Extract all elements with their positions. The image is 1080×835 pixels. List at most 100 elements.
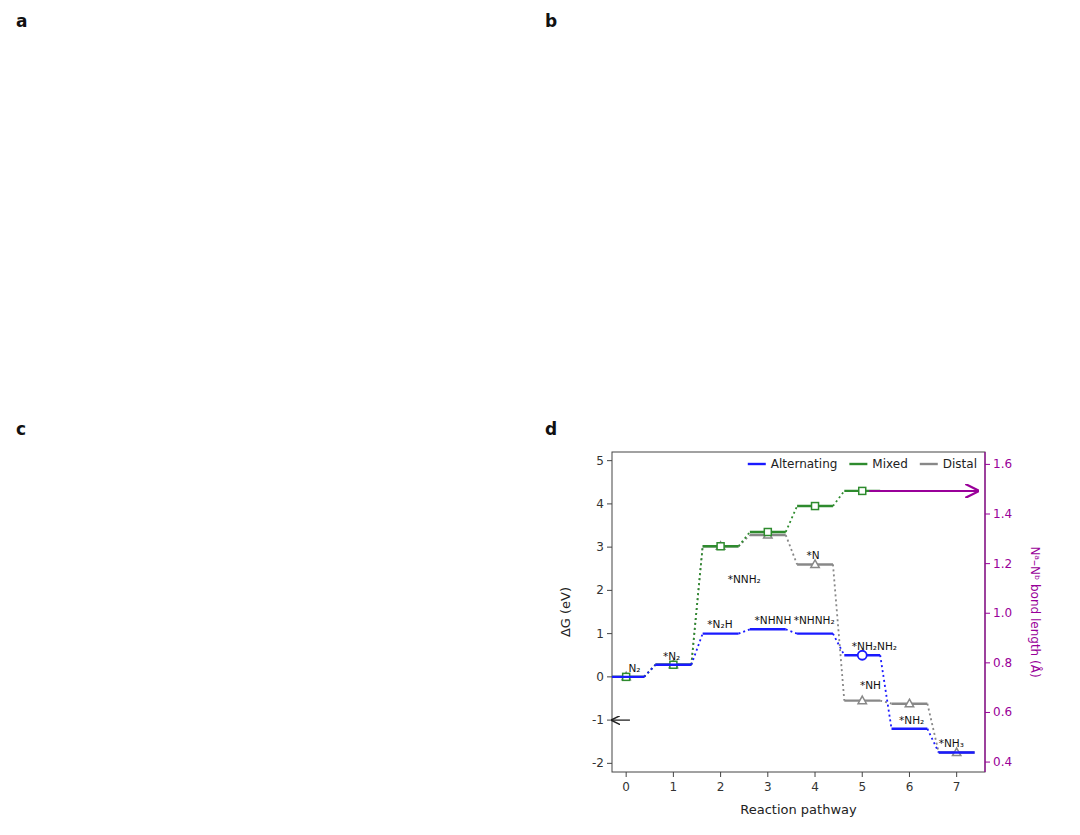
y2-tick (985, 662, 990, 663)
square-marker (812, 503, 819, 510)
species-label: *N (807, 549, 820, 561)
species-label: *NNH₂ (728, 573, 761, 585)
legend-swatch (920, 463, 938, 465)
x-tick-label: 0 (622, 780, 630, 794)
legend-swatch (849, 463, 867, 465)
species-label: *NHNH₂ (794, 614, 835, 626)
step-connector (880, 701, 891, 704)
triangle-marker (716, 542, 724, 550)
panel-label: d (545, 419, 557, 439)
chart: abcd01234567-2-10123450.40.60.81.01.21.4… (0, 0, 1080, 835)
panel-label: a (16, 11, 27, 31)
y2-tick (985, 762, 990, 763)
y2-tick-label: 1.0 (993, 606, 1012, 620)
y-tick-label: 1 (596, 627, 604, 641)
y2-tick (985, 514, 990, 515)
y2-axis-line (984, 452, 985, 772)
step-connector (786, 629, 797, 633)
square-marker (859, 487, 866, 494)
y-tick-label: 0 (596, 670, 604, 684)
axis-arrow (612, 719, 630, 720)
x-tick-label: 7 (953, 780, 961, 794)
y-tick-label: 5 (596, 454, 604, 468)
y-tick-label: -1 (592, 713, 604, 727)
y2-tick-label: 1.2 (993, 557, 1012, 571)
step-connector (833, 491, 844, 506)
step-connector (786, 535, 797, 564)
step-level (655, 664, 691, 666)
step-connector (927, 704, 938, 753)
step-connector (691, 546, 702, 664)
highlight-marker (858, 651, 867, 660)
y-tick-label: -2 (592, 756, 604, 770)
step-level (612, 676, 644, 678)
step-connector (644, 665, 655, 677)
legend-item: Mixed (849, 457, 907, 471)
y-tick (607, 503, 612, 504)
step-level (797, 632, 833, 634)
step-connector (786, 506, 797, 532)
y-tick (607, 590, 612, 591)
y2-tick-label: 1.4 (993, 507, 1012, 521)
y-tick-label: 3 (596, 540, 604, 554)
legend-label: Alternating (771, 457, 838, 471)
step-level (655, 664, 691, 666)
species-label: *NH₂NH₂ (852, 640, 897, 652)
step-connector (644, 665, 655, 677)
x-tick (815, 772, 816, 777)
plot-area (612, 487, 975, 755)
legend: Alternating Mixed Distal (748, 457, 977, 471)
step-level (655, 664, 691, 666)
x-tick (673, 772, 674, 777)
plot-frame (612, 452, 985, 772)
step-level (703, 632, 739, 634)
step-connector (739, 532, 750, 546)
step-level (892, 728, 928, 730)
species-label: *NH₃ (939, 737, 964, 749)
species-label: *NH (860, 679, 881, 691)
step-connector (691, 634, 702, 665)
species-label: *NHNH (755, 614, 792, 626)
legend-item: Distal (920, 457, 977, 471)
y2-axis-label: Nᵃ–Nᵇ bond length (Å) (1028, 546, 1043, 677)
y2-tick-label: 0.6 (993, 705, 1012, 719)
y-axis-label: ΔG (eV) (558, 587, 573, 637)
series (612, 531, 975, 756)
x-axis-label: Reaction pathway (740, 802, 857, 817)
step-connector (927, 729, 938, 753)
series (612, 487, 880, 680)
y-tick (607, 676, 612, 677)
y2-tick (985, 613, 990, 614)
step-connector (691, 546, 702, 664)
species-label: *N₂ (663, 650, 680, 662)
legend-label: Mixed (872, 457, 907, 471)
step-connector (644, 665, 655, 677)
y2-tick-label: 0.8 (993, 656, 1012, 670)
square-marker (717, 543, 724, 550)
x-tick (956, 772, 957, 777)
triangle-marker (858, 696, 866, 704)
species-label: N₂ (629, 662, 641, 674)
y-tick (607, 460, 612, 461)
y2-tick (985, 563, 990, 564)
x-tick (909, 772, 910, 777)
step-connector (739, 629, 750, 633)
x-tick-label: 5 (858, 780, 866, 794)
y-tick (607, 547, 612, 548)
step-level (612, 676, 644, 678)
legend-swatch (748, 463, 766, 465)
panel-label: c (16, 419, 26, 439)
step-connector (833, 564, 844, 700)
step-connector (739, 535, 750, 546)
bond-length-arrow (869, 490, 978, 492)
species-label: *N₂H (707, 618, 732, 630)
x-tick-label: 2 (717, 780, 725, 794)
step-level (750, 628, 786, 630)
square-marker (764, 529, 771, 536)
step-connector (880, 655, 891, 729)
triangle-marker (905, 699, 913, 707)
x-tick-label: 3 (764, 780, 772, 794)
y2-tick (985, 464, 990, 465)
y-tick (607, 763, 612, 764)
x-tick (626, 772, 627, 777)
